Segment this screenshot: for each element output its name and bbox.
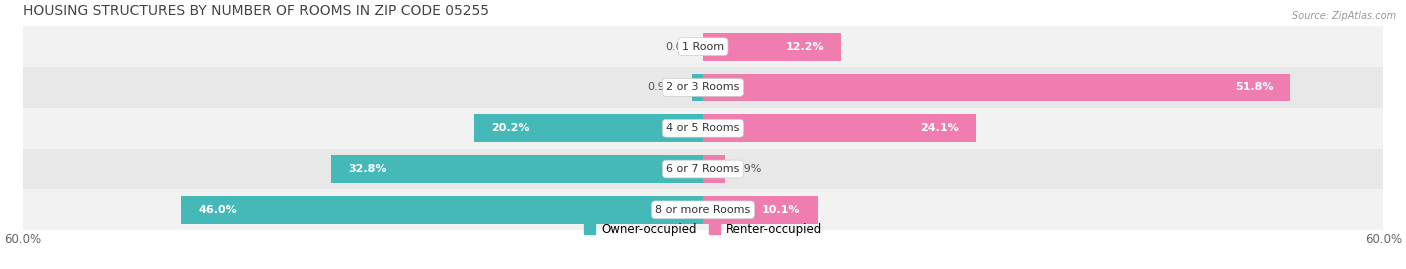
Text: 51.8%: 51.8%: [1234, 83, 1274, 93]
Text: 0.0%: 0.0%: [665, 42, 695, 52]
Bar: [181, 196, 703, 224]
Bar: [474, 114, 703, 142]
Text: 32.8%: 32.8%: [349, 164, 387, 174]
Text: 0.99%: 0.99%: [647, 83, 683, 93]
Bar: [22, 149, 1384, 189]
Text: 20.2%: 20.2%: [491, 123, 530, 133]
Bar: [332, 155, 703, 183]
Text: 12.2%: 12.2%: [786, 42, 824, 52]
Text: 1.9%: 1.9%: [734, 164, 762, 174]
Text: 10.1%: 10.1%: [762, 205, 800, 215]
Text: 24.1%: 24.1%: [921, 123, 959, 133]
Text: 4 or 5 Rooms: 4 or 5 Rooms: [666, 123, 740, 133]
Bar: [703, 196, 817, 224]
Text: HOUSING STRUCTURES BY NUMBER OF ROOMS IN ZIP CODE 05255: HOUSING STRUCTURES BY NUMBER OF ROOMS IN…: [22, 4, 489, 18]
Bar: [692, 74, 703, 101]
Text: 8 or more Rooms: 8 or more Rooms: [655, 205, 751, 215]
Bar: [703, 114, 976, 142]
Bar: [703, 155, 724, 183]
Text: 6 or 7 Rooms: 6 or 7 Rooms: [666, 164, 740, 174]
Bar: [22, 26, 1384, 67]
Bar: [703, 33, 841, 61]
Bar: [22, 67, 1384, 108]
Legend: Owner-occupied, Renter-occupied: Owner-occupied, Renter-occupied: [579, 218, 827, 241]
Bar: [22, 108, 1384, 149]
Bar: [22, 189, 1384, 230]
Bar: [703, 74, 1291, 101]
Text: Source: ZipAtlas.com: Source: ZipAtlas.com: [1292, 11, 1396, 21]
Text: 46.0%: 46.0%: [198, 205, 238, 215]
Text: 1 Room: 1 Room: [682, 42, 724, 52]
Text: 2 or 3 Rooms: 2 or 3 Rooms: [666, 83, 740, 93]
